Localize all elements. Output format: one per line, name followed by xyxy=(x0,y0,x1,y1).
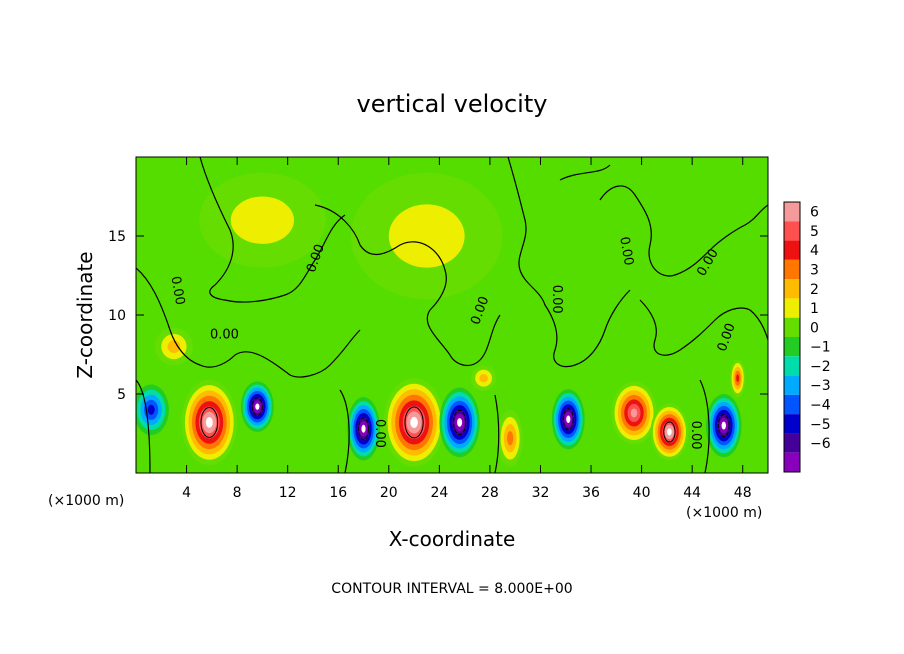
x-tick-label: 24 xyxy=(430,485,448,501)
contour-label: 0.00 xyxy=(549,285,564,314)
velocity-core xyxy=(566,415,571,424)
colorbar-label: 1 xyxy=(810,301,819,317)
contour-label: 0.00 xyxy=(688,421,703,450)
contour-line xyxy=(136,267,361,378)
colorbar-swatch xyxy=(784,394,800,415)
contour-line xyxy=(314,204,501,367)
colorbar-swatch xyxy=(784,240,800,260)
velocity-band xyxy=(479,373,488,383)
contour-line xyxy=(699,379,710,473)
colorbar-label: 2 xyxy=(810,282,819,298)
velocity-core xyxy=(361,424,366,433)
x-tick-label: 8 xyxy=(233,485,242,501)
colorbar-frame xyxy=(783,201,801,473)
x-unit-left: (×1000 m) xyxy=(48,493,124,509)
contour-label: 0.00 xyxy=(167,275,187,306)
contour-line xyxy=(559,164,611,181)
velocity-core xyxy=(457,418,463,427)
colorbar-swatch xyxy=(784,317,800,337)
colorbar-label: 0 xyxy=(810,320,819,336)
x-tick-label: 36 xyxy=(582,485,600,501)
contour-line xyxy=(404,406,424,439)
chart-title: vertical velocity xyxy=(357,90,548,118)
x-tick-label: 40 xyxy=(633,485,651,501)
x-tick-label: 20 xyxy=(380,485,398,501)
x-tick-label: 4 xyxy=(182,485,191,501)
contour-interval-note: CONTOUR INTERVAL = 8.000E+00 xyxy=(331,581,572,597)
velocity-core xyxy=(721,421,726,430)
contour-line xyxy=(251,397,263,416)
contour-line xyxy=(599,185,768,277)
y-tick-label: 15 xyxy=(108,229,126,245)
velocity-band xyxy=(506,431,514,446)
x-axis-label: X-coordinate xyxy=(389,527,516,551)
velocity-band xyxy=(167,340,181,353)
velocity-core xyxy=(205,417,213,428)
x-tick-label: 16 xyxy=(329,485,347,501)
x-tick-label: 28 xyxy=(481,485,499,501)
colorbar-label: −5 xyxy=(810,417,831,433)
y-axis-label: Z-coordinate xyxy=(73,251,97,378)
colorbar-swatch xyxy=(784,375,800,395)
contour-label: 0.00 xyxy=(616,236,636,267)
velocity-band xyxy=(147,404,155,415)
contour-line xyxy=(136,379,151,473)
colorbar-swatch xyxy=(784,221,800,241)
velocity-core xyxy=(410,416,418,428)
colorbar-swatch xyxy=(784,337,800,357)
contour-line xyxy=(507,157,631,368)
colorbar-label: 4 xyxy=(810,243,819,259)
colorbar-label: −3 xyxy=(810,378,831,394)
velocity-core xyxy=(255,403,260,410)
velocity-band xyxy=(388,204,465,268)
colorbar-swatch xyxy=(784,202,800,222)
contour-line xyxy=(663,421,676,443)
colorbar-swatch xyxy=(784,279,800,299)
colorbar-swatch xyxy=(784,433,800,453)
contour-label: 0.00 xyxy=(210,328,239,343)
colorbar-label: 6 xyxy=(810,205,819,221)
x-unit-right: (×1000 m) xyxy=(686,505,762,521)
colorbar-label: −2 xyxy=(810,359,831,375)
x-tick-label: 44 xyxy=(683,485,701,501)
contour-line xyxy=(453,409,467,436)
contour-line xyxy=(339,389,350,473)
velocity-band xyxy=(230,196,294,244)
contour-line xyxy=(717,414,730,438)
colorbar-swatch xyxy=(784,356,800,376)
contour-line xyxy=(639,299,768,356)
y-tick-label: 10 xyxy=(108,308,126,324)
colorbar-label: −4 xyxy=(810,398,831,414)
x-tick-label: 48 xyxy=(734,485,752,501)
contour-line xyxy=(358,417,369,441)
velocity-band xyxy=(630,408,638,418)
colorbar-swatch xyxy=(784,452,800,472)
contour-line xyxy=(494,394,500,473)
colorbar-label: −6 xyxy=(810,436,831,452)
x-tick-label: 32 xyxy=(532,485,550,501)
colorbar-label: −1 xyxy=(810,340,831,356)
contour-line xyxy=(562,408,574,431)
colorbar-label: 5 xyxy=(810,224,819,240)
colorbar-label: 3 xyxy=(810,263,819,279)
colorbar-swatch xyxy=(784,259,800,280)
contour-line xyxy=(200,407,219,438)
velocity-band xyxy=(736,374,740,382)
y-tick-label: 5 xyxy=(117,387,126,403)
contour-label: 0.00 xyxy=(372,419,387,448)
x-tick-label: 12 xyxy=(279,485,297,501)
velocity-core xyxy=(667,428,672,436)
colorbar-swatch xyxy=(784,414,800,434)
contour-line xyxy=(199,157,346,303)
colorbar-swatch xyxy=(784,298,800,318)
